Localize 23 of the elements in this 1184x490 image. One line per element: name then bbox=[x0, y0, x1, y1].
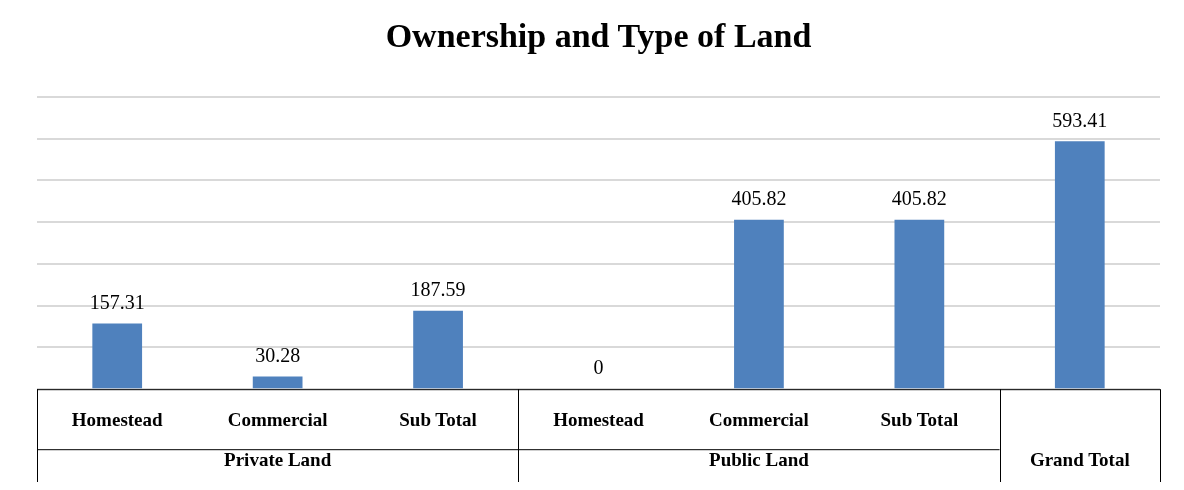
x-tick-label: Commercial bbox=[708, 408, 809, 430]
data-label: 0 bbox=[593, 356, 604, 379]
data-label: 405.82 bbox=[731, 186, 787, 209]
data-label: 405.82 bbox=[891, 186, 947, 209]
bar bbox=[252, 376, 303, 389]
data-label: 30.28 bbox=[255, 343, 301, 366]
x-tick-label: Sub Total bbox=[399, 408, 477, 430]
text: Public Land bbox=[709, 449, 810, 471]
bar bbox=[413, 310, 463, 389]
data-label: 157.31 bbox=[89, 290, 145, 313]
bar bbox=[894, 219, 945, 389]
bar bbox=[1054, 141, 1105, 389]
text: Private Land bbox=[224, 449, 332, 471]
text: Grand Total bbox=[1029, 449, 1130, 471]
x-tick-label: Commercial bbox=[227, 408, 328, 430]
x-tick-label: Sub Total bbox=[880, 408, 959, 430]
bar bbox=[92, 323, 143, 389]
x-tick-label: Homestead bbox=[71, 408, 164, 430]
x-tick-label: Homestead bbox=[553, 408, 645, 430]
bar bbox=[734, 219, 784, 389]
chart-title: Ownership and Type of Land bbox=[385, 17, 812, 55]
data-label: 593.41 bbox=[1052, 108, 1108, 131]
data-label: 187.59 bbox=[410, 278, 466, 301]
